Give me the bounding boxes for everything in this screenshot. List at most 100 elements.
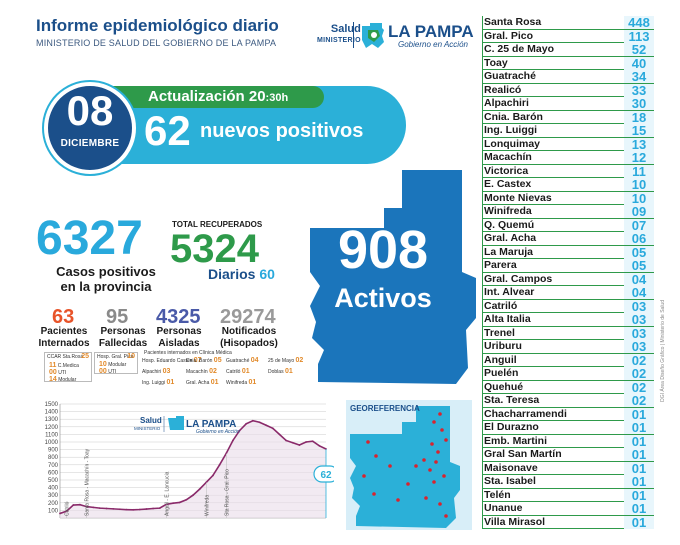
data-point [238,429,241,432]
y-tick-label: 1000 [45,440,59,446]
ccar-label: CCAR Sta.Rosa [47,354,84,360]
locality-name: Sta. Teresa [484,394,540,406]
data-point [152,507,154,510]
locality-row: Maisonave 01 [482,461,654,475]
hospital-item-label: Macachín [186,369,208,375]
locality-name: Gral. Acha [484,232,537,244]
locality-name: Parera [484,259,517,271]
locality-name: Gral. Pico [484,29,534,42]
locality-row: Alta Italia 03 [482,313,654,327]
case-location-dot [436,450,440,454]
y-tick-label: 600 [48,470,59,476]
locality-count: 30 [624,97,654,110]
locality-count: 10 [624,178,654,191]
logo-divider [353,22,354,48]
gpico-sub-label: Modular [108,362,127,368]
locality-name: Alpachiri [484,97,529,109]
locality-name: Trenel [484,326,515,339]
case-location-dot [438,412,442,416]
hospitalized-label-line1: Pacientes [40,326,88,337]
locality-name: El Durazno [484,421,539,433]
hospital-item: Guatraché 04 [226,357,259,364]
data-point [79,503,81,506]
y-tick-label: 1400 [45,410,59,416]
case-location-dot [362,474,366,478]
locality-row: Realicó 33 [482,83,654,97]
locality-count: 01 [624,434,654,448]
data-point [285,439,287,442]
data-point [145,508,148,510]
active-cases-label: Activos [334,283,432,313]
ccar-sub-count: 14 [49,376,57,383]
locality-row: Ing. Luiggi 15 [482,124,654,138]
hospital-caption: Pacientes internados en Clínica Médica [144,350,232,356]
locality-row: Gral. Campos 04 [482,272,654,286]
locality-count: 40 [624,56,654,70]
case-location-dot [432,420,436,424]
hospital-item: Catriló 01 [226,368,250,375]
hospital-items-grid: Hosp. Eduardo Castex 07 Cnia. Barón 05 G… [142,357,306,389]
case-location-dot [428,468,432,472]
ccar-sub-count: 11 [49,362,57,369]
total-cases-label-line2: en la provincia [60,279,152,294]
ccar-sub-2: 14 Modular [49,376,76,383]
annotation-label: Anguil - E. Lancucia [164,471,170,516]
hospital-item: Gral. Acha 01 [186,379,219,386]
locality-name: Realicó [484,83,522,96]
locality-row: Parera 05 [482,259,654,273]
hospital-item-label: Hosp. Eduardo Castex [142,358,193,364]
hospital-item-label: Winifreda [226,380,248,386]
y-tick-label: 200 [48,501,59,507]
locality-count: 12 [624,151,654,164]
y-tick-label: 500 [48,478,59,484]
date-day: 08 [66,87,114,134]
hospital-item: Winifreda 01 [226,379,256,386]
locality-count: 06 [624,232,654,245]
ccar-box: CCAR Sta.Rosa 25 11 C.Medica 00 UTI 14 M… [44,352,92,383]
locality-name: Sta. Isabel [484,475,536,487]
notified-label-line1: Notificados [221,326,277,337]
locality-count: 33 [624,83,654,97]
annotation-label: Santa Rosa - Macachín - Toay [85,448,91,516]
hospital-item: Cnia. Barón 05 [186,357,222,364]
series-area [60,420,326,518]
locality-row: Santa Rosa 448 [482,16,654,30]
locality-count: 01 [624,421,654,434]
hospital-item-label: Guatraché [226,358,250,364]
last-value-label: 62 [320,470,332,481]
chart-logo-emblem-icon [168,416,184,430]
locality-count: 01 [624,488,654,502]
y-tick-label: 700 [48,463,59,469]
locality-count: 04 [624,272,654,286]
locality-name: Macachín [484,151,532,163]
locality-name: Telén [484,488,511,501]
locality-name: Unanue [484,502,523,514]
locality-count: 03 [624,340,654,353]
ccar-sub-label: UTI [58,370,67,376]
hospital-item-count: 01 [210,379,219,386]
data-point [185,498,188,501]
locality-row: Guatraché 34 [482,70,654,84]
ccar-sub-label: Modular [58,377,77,383]
locality-count: 15 [624,124,654,137]
locality-count: 01 [624,407,654,421]
annotation-label: Winifreda [204,495,210,516]
isolated-count: 4325 [156,306,201,328]
gpico-count: 10 [127,353,135,360]
update-time-hours: 20 [248,88,266,105]
case-location-dot [422,458,426,462]
locality-name: Alta Italia [484,313,531,325]
locality-name: Quehué [484,380,524,393]
locality-row: Alpachiri 30 [482,97,654,111]
locality-row: Victorica 11 [482,164,654,178]
data-point [218,463,221,466]
recovered-count: 5324 [170,227,259,271]
data-point [278,433,281,436]
chart-logo-ministerio: MINISTERIO [134,426,161,431]
locality-count: 09 [624,205,654,218]
case-location-dot [442,474,446,478]
new-positives-count: 62 [144,107,191,154]
data-point [192,494,194,497]
gpico-label: Hosp. Gral. Pico [97,354,134,360]
locality-name: Puelén [484,367,519,379]
